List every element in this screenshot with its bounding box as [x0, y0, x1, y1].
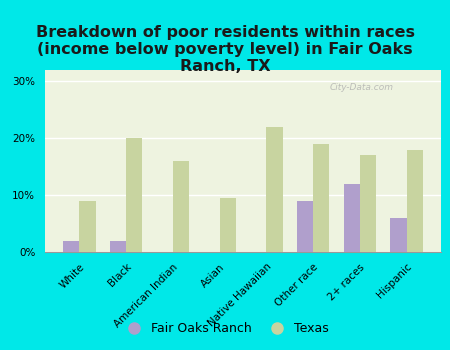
- Text: City-Data.com: City-Data.com: [330, 83, 394, 92]
- Bar: [313, 144, 329, 252]
- Bar: [390, 218, 407, 252]
- Bar: [266, 127, 283, 252]
- Bar: [110, 241, 126, 252]
- Bar: [220, 198, 236, 252]
- Legend: Fair Oaks Ranch, Texas: Fair Oaks Ranch, Texas: [116, 317, 334, 340]
- Bar: [360, 155, 376, 252]
- Bar: [343, 184, 360, 252]
- Bar: [79, 201, 96, 252]
- Bar: [173, 161, 189, 252]
- Bar: [297, 201, 313, 252]
- Bar: [63, 241, 79, 252]
- Bar: [407, 150, 423, 252]
- Text: Breakdown of poor residents within races
(income below poverty level) in Fair Oa: Breakdown of poor residents within races…: [36, 25, 414, 74]
- Bar: [126, 138, 143, 252]
